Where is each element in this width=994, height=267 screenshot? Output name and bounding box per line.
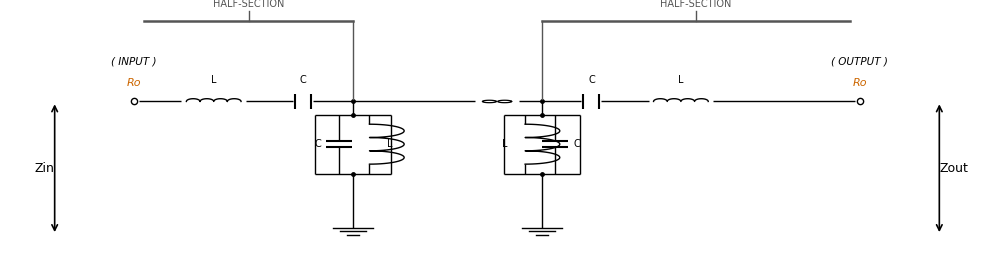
Text: Ro: Ro (853, 78, 867, 88)
Text: Ro: Ro (127, 78, 141, 88)
Text: ( OUTPUT ): ( OUTPUT ) (831, 57, 889, 67)
Text: C: C (300, 76, 306, 85)
Text: Zin: Zin (35, 162, 55, 175)
Text: HALF-SECTION: HALF-SECTION (213, 0, 284, 9)
Text: L: L (502, 139, 507, 149)
Text: L: L (388, 139, 393, 149)
Text: L: L (211, 76, 217, 85)
Text: C: C (315, 139, 321, 149)
Text: Zout: Zout (939, 162, 968, 175)
Text: C: C (574, 139, 580, 149)
Text: HALF-SECTION: HALF-SECTION (660, 0, 732, 9)
Text: C: C (588, 76, 594, 85)
Text: L: L (678, 76, 684, 85)
Text: ( INPUT ): ( INPUT ) (111, 57, 157, 67)
